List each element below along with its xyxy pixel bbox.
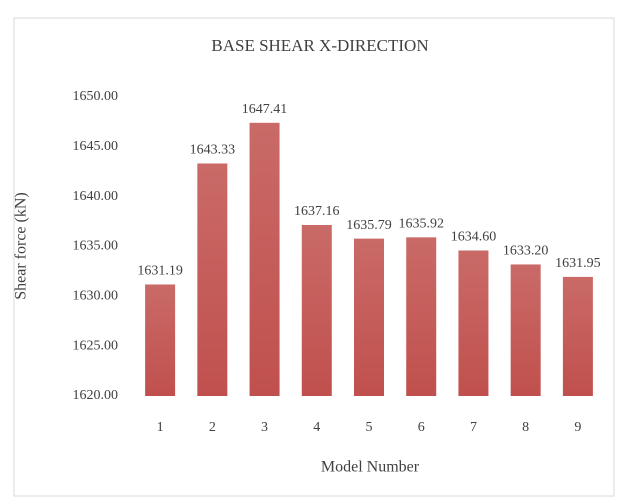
- data-label: 1637.16: [294, 204, 340, 219]
- data-label: 1635.79: [346, 218, 392, 233]
- chart-title: BASE SHEAR X-DIRECTION: [211, 36, 428, 55]
- data-label: 1647.41: [242, 102, 288, 117]
- bar: [354, 238, 384, 396]
- x-tick-label: 4: [313, 420, 320, 435]
- x-tick-label: 3: [261, 420, 268, 435]
- x-tick-label: 7: [470, 420, 477, 435]
- bar: [510, 264, 541, 396]
- x-tick-label: 6: [418, 420, 425, 435]
- x-axis-title: Model Number: [321, 459, 420, 476]
- bar: [301, 224, 332, 396]
- y-tick-label: 1620.00: [73, 388, 119, 403]
- bar: [458, 250, 489, 396]
- y-axis-title: Shear force (kN): [13, 192, 30, 300]
- bar: [562, 276, 593, 396]
- bar: [145, 284, 176, 396]
- data-label: 1634.60: [451, 230, 497, 245]
- y-tick-label: 1625.00: [73, 338, 119, 353]
- bar: [249, 122, 280, 397]
- y-tick-label: 1645.00: [73, 139, 119, 154]
- bar: [406, 237, 437, 396]
- data-label: 1635.92: [398, 217, 444, 232]
- data-label: 1631.19: [137, 264, 183, 279]
- x-tick-label: 5: [366, 420, 373, 435]
- y-tick-label: 1640.00: [73, 189, 119, 204]
- bar: [197, 163, 228, 396]
- x-tick-label: 9: [574, 420, 581, 435]
- x-tick-label: 1: [157, 420, 164, 435]
- x-tick-label: 8: [522, 420, 529, 435]
- y-tick-label: 1635.00: [73, 239, 119, 254]
- data-label: 1643.33: [190, 143, 236, 158]
- x-tick-label: 2: [209, 420, 216, 435]
- y-tick-label: 1650.00: [73, 89, 119, 104]
- data-label: 1631.95: [555, 256, 601, 271]
- y-tick-label: 1630.00: [73, 289, 119, 304]
- data-label: 1633.20: [503, 244, 549, 259]
